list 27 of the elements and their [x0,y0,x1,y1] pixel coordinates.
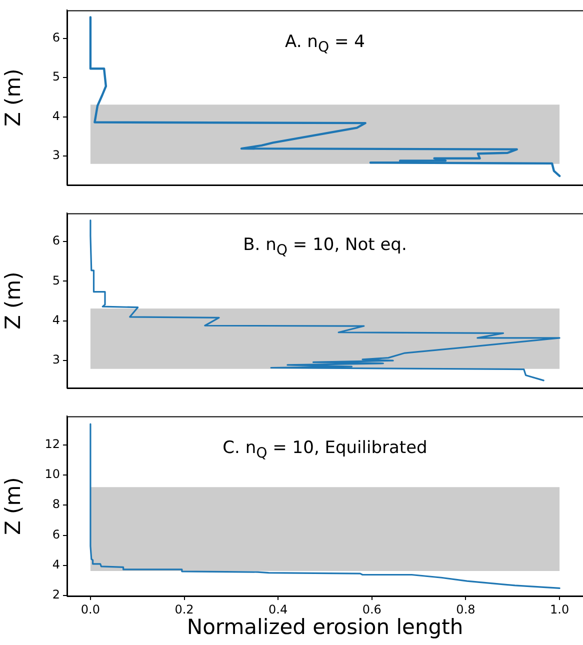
x-tick-label: 0.2 [174,602,194,616]
y-tick-label: 6 [52,527,60,542]
y-tick-label: 6 [52,30,60,45]
y-axis-title: Z (m) [1,272,26,330]
x-tick-label: 1.0 [550,602,570,616]
x-tick-label: 0.0 [80,602,100,616]
text: C. n$_{Q}$ = 10, Equilibrated [222,438,428,462]
y-tick-label: 4 [52,558,60,572]
y-tick-label: 2 [52,588,60,602]
text: B. n$_{Q}$ = 10, Not eq. [243,235,407,259]
y-tick-label: 6 [52,234,60,248]
x-tick-label: 0.4 [268,602,288,616]
y-tick-label: 5 [52,70,60,84]
y-tick-label: 5 [52,273,60,288]
y-tick-label: 3 [52,352,60,367]
x-tick-label: 0.8 [456,602,476,616]
x-tick-label: 0.6 [362,602,382,616]
y-tick-label: 12 [44,436,60,451]
y-tick-label: 10 [44,467,60,482]
y-tick-label: 8 [52,497,60,512]
text: A. n$_{Q}$ = 4 [285,32,365,56]
y-tick-label: 4 [52,312,60,327]
y-tick-label: 3 [52,148,60,162]
y-tick-label: 4 [52,108,60,123]
y-axis-title: Z (m) [1,68,26,127]
x-axis-title: Normalized erosion length [186,614,464,639]
y-axis-title: Z (m) [1,477,26,536]
